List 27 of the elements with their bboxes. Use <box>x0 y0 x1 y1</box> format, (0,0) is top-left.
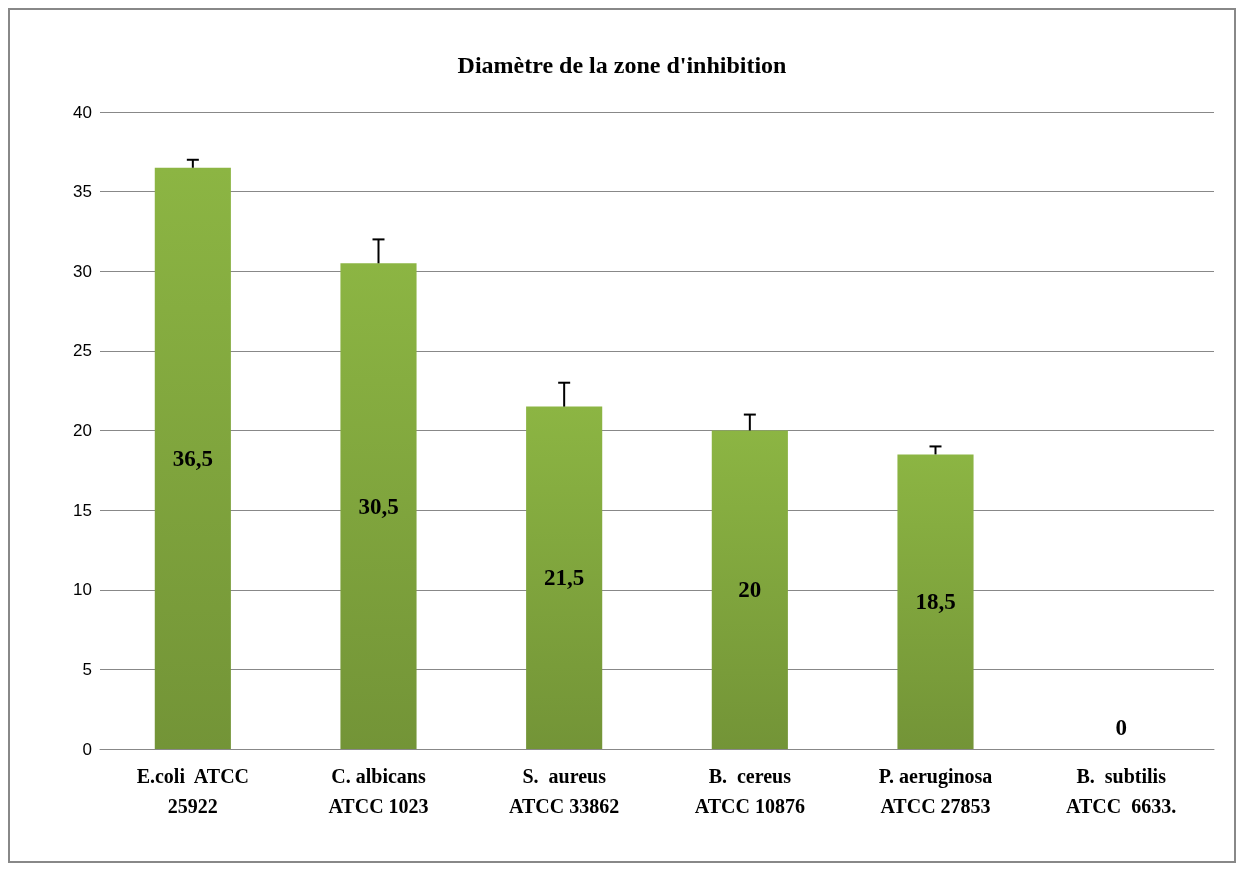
y-tick-label: 25 <box>73 341 92 361</box>
y-tick-label: 20 <box>73 421 92 440</box>
bar <box>340 263 417 749</box>
y-tick-label: 10 <box>73 580 92 600</box>
data-label: 18,5 <box>915 589 956 615</box>
data-label: 30,5 <box>358 493 399 519</box>
chart-title: Diamètre de la zone d'inhibition <box>457 52 787 78</box>
x-tick-label: E.coli ATCC 25922 <box>136 765 250 817</box>
y-tick-label: 5 <box>82 659 92 679</box>
bar <box>154 167 231 749</box>
bar <box>897 454 974 749</box>
y-tick-label: 30 <box>73 261 92 281</box>
data-label: 36,5 <box>172 445 213 471</box>
bar <box>526 406 603 749</box>
bar <box>711 430 788 749</box>
y-tick-label: 0 <box>82 739 92 759</box>
y-tick-label: 15 <box>73 500 92 520</box>
x-tick-label: S. aureus ATCC 33862 <box>509 765 620 817</box>
y-tick-label: 35 <box>73 182 92 202</box>
data-label: 21,5 <box>544 565 585 591</box>
data-label: 0 <box>1115 715 1127 740</box>
x-tick-label: C. albicans ATCC 1023 <box>328 765 429 817</box>
data-label: 20 <box>738 577 762 603</box>
x-tick-label: B. subtilis ATCC 6633. <box>1066 765 1177 817</box>
x-tick-label: P. aeruginosa ATCC 27853 <box>878 765 993 817</box>
y-tick-label: 40 <box>73 102 92 122</box>
x-tick-label: B. cereus ATCC 10876 <box>694 765 805 817</box>
